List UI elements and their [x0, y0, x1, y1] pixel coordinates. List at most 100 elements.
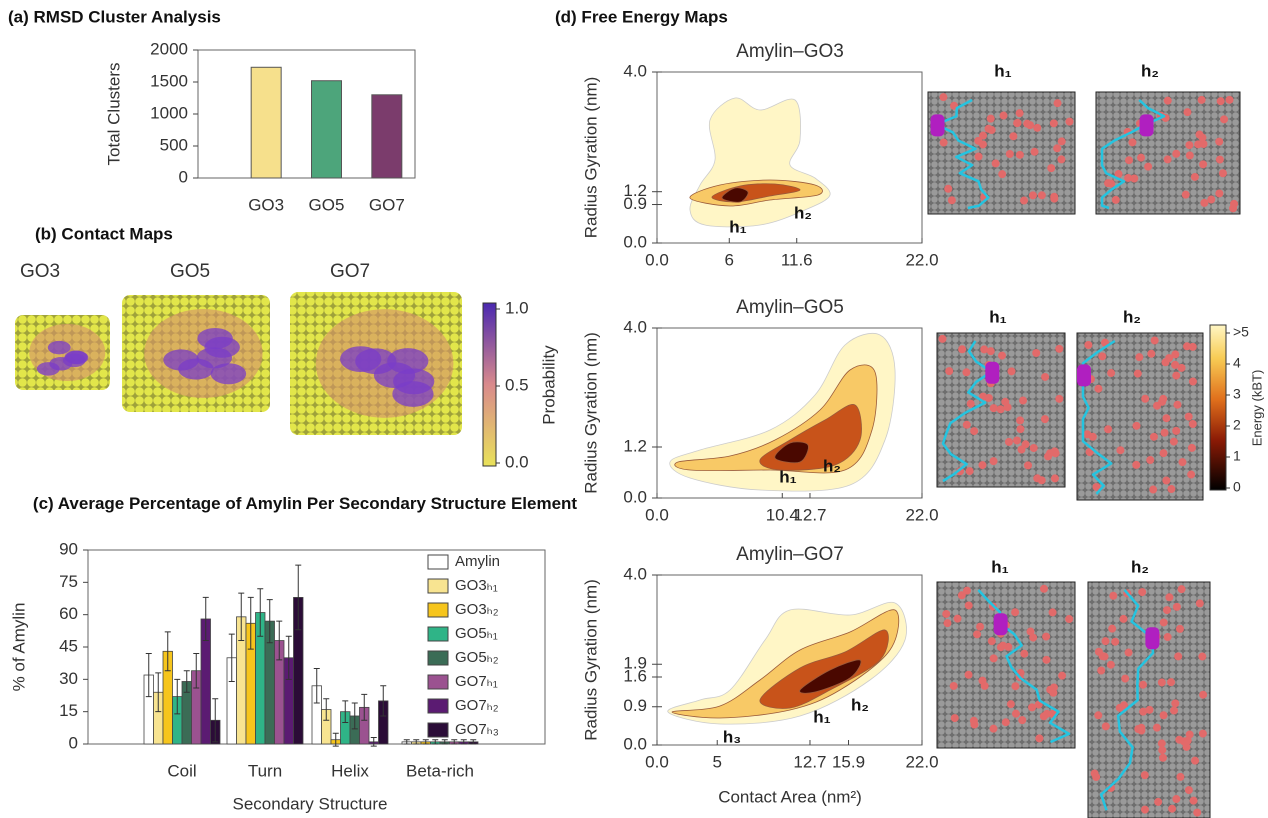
panel-title: (b) Contact Maps: [35, 224, 173, 243]
oxygen-atom: [1121, 674, 1130, 683]
x-tick-label: 0.0: [645, 752, 669, 771]
oxygen-atom: [1171, 699, 1180, 708]
oxygen-atom: [1139, 680, 1148, 689]
y-axis-label: Radius Gyration (nm): [581, 579, 600, 741]
error-bar: [422, 739, 429, 745]
oxygen-atom: [1101, 722, 1110, 731]
peptide-chain: [1100, 99, 1166, 210]
oxygen-atom: [1172, 149, 1181, 158]
oxygen-atom: [1098, 352, 1107, 361]
oxygen-atom: [991, 159, 1000, 168]
y-tick-label: 0: [179, 167, 188, 186]
error-bar: [202, 596, 209, 642]
oxygen-atom: [1188, 420, 1197, 429]
helix: [1145, 627, 1160, 650]
error-bar: [295, 564, 302, 631]
error-bar: [380, 685, 387, 717]
colorbar-tick-label: 0.5: [505, 375, 529, 394]
structure-label: h₂: [1131, 557, 1149, 576]
error-bar: [247, 596, 254, 650]
y-tick-label: 15: [59, 701, 78, 720]
x-tick-label: Helix: [331, 761, 369, 780]
error-bar: [432, 739, 439, 745]
x-tick-label: 22.0: [905, 752, 938, 771]
oxygen-atom: [963, 586, 972, 595]
oxygen-atom: [1200, 198, 1209, 207]
oxygen-atom: [945, 367, 954, 376]
oxygen-atom: [1162, 476, 1171, 485]
error-bar: [257, 588, 264, 637]
oxygen-atom: [989, 457, 998, 466]
oxygen-atom: [970, 720, 979, 729]
y-axis-label: Total Clusters: [104, 63, 123, 166]
oxygen-atom: [1020, 649, 1029, 658]
oxygen-atom: [962, 420, 971, 429]
oxygen-atom: [1094, 647, 1103, 656]
oxygen-atom: [1050, 474, 1059, 483]
structure-label: h₂: [1141, 61, 1159, 80]
oxygen-atom: [1039, 584, 1048, 593]
map-label: GO5: [170, 261, 210, 282]
oxygen-atom: [1047, 164, 1056, 173]
oxygen-atom: [1184, 786, 1193, 795]
oxygen-atom: [1229, 204, 1238, 213]
oxygen-atom: [1157, 739, 1166, 748]
oxygen-atom: [979, 392, 988, 401]
oxygen-atom: [1057, 155, 1066, 164]
legend-swatch: [427, 674, 449, 690]
oxygen-atom: [1090, 769, 1099, 778]
error-bar: [370, 737, 377, 747]
oxygen-atom: [1039, 712, 1048, 721]
oxygen-atom: [1152, 723, 1161, 732]
x-tick-label: 12.7: [793, 752, 826, 771]
legend-swatch: [427, 626, 449, 642]
oxygen-atom: [965, 467, 974, 476]
oxygen-atom: [1199, 160, 1208, 169]
y-tick-label: 0.9: [623, 194, 647, 213]
oxygen-atom: [1011, 608, 1020, 617]
contact-region: [62, 353, 86, 368]
annotation: h₁: [779, 467, 796, 486]
oxygen-atom: [1114, 170, 1123, 179]
x-tick-label: 6: [725, 250, 734, 269]
oxygen-atom: [1191, 756, 1200, 765]
oxygen-atom: [1006, 700, 1015, 709]
oxygen-atom: [974, 152, 983, 161]
oxygen-atom: [1042, 655, 1051, 664]
peptide-chain: [1099, 589, 1155, 811]
oxygen-atom: [949, 681, 958, 690]
x-tick-label: GO7: [369, 195, 405, 214]
contour-level: [799, 659, 862, 694]
oxygen-atom: [1037, 191, 1046, 200]
error-bar: [212, 698, 219, 743]
oxygen-atom: [998, 170, 1007, 179]
oxygen-atom: [1007, 367, 1016, 376]
error-bar: [145, 652, 152, 698]
oxygen-atom: [1026, 627, 1035, 636]
oxygen-atom: [1189, 796, 1198, 805]
oxygen-atom: [1168, 804, 1177, 813]
oxygen-atom: [1104, 425, 1113, 434]
oxygen-atom: [1116, 446, 1125, 455]
oxygen-atom: [1146, 456, 1155, 465]
x-tick-label: 5: [712, 752, 721, 771]
oxygen-atom: [1158, 746, 1167, 755]
oxygen-atom: [1195, 599, 1204, 608]
oxygen-atom: [1172, 602, 1181, 611]
x-tick-label: 11.6: [781, 250, 813, 269]
oxygen-atom: [1175, 735, 1184, 744]
panel-title: (c) Average Percentage of Amylin Per Sec…: [32, 494, 578, 513]
oxygen-atom: [1055, 344, 1064, 353]
oxygen-atom: [1141, 394, 1150, 403]
chart-title: Amylin–GO5: [736, 297, 844, 318]
oxygen-atom: [1167, 485, 1176, 494]
oxygen-atom: [1183, 108, 1192, 117]
oxygen-atom: [1150, 336, 1159, 345]
oxygen-atom: [1188, 342, 1197, 351]
oxygen-atom: [1172, 371, 1181, 380]
legend-swatch: [427, 698, 449, 714]
error-bar: [155, 672, 162, 713]
x-tick-label: 0.0: [645, 505, 669, 524]
oxygen-atom: [998, 351, 1007, 360]
